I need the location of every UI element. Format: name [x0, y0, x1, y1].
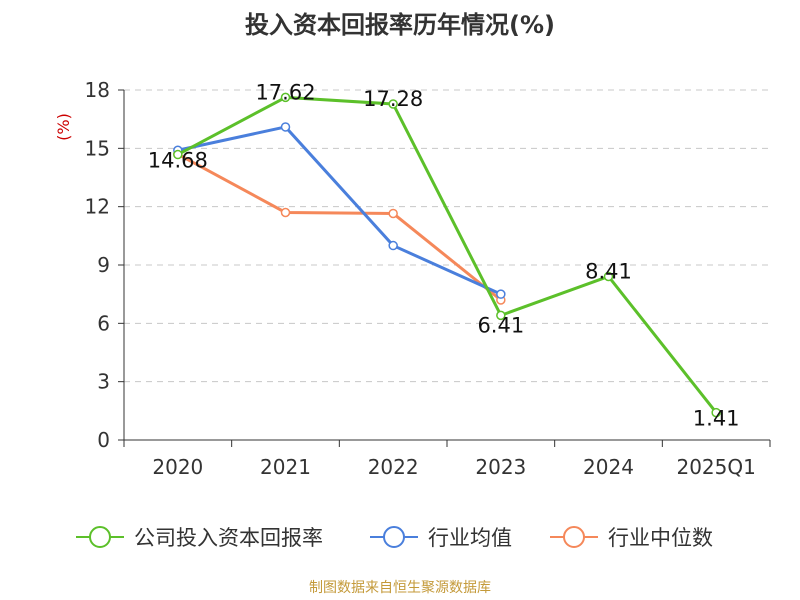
data-label: 17.62	[255, 80, 315, 104]
data-point	[280, 122, 291, 132]
legend-label: 行业中位数	[608, 526, 713, 550]
chart-title: 投入资本回报率历年情况(%)	[245, 11, 555, 39]
y-tick-label: 3	[97, 370, 110, 394]
x-tick-label: 2020	[152, 455, 203, 479]
y-tick-label: 9	[97, 253, 110, 277]
data-point	[388, 208, 398, 219]
y-axis-unit: (%)	[54, 113, 73, 141]
series-line	[177, 125, 502, 296]
data-point	[280, 92, 291, 103]
series-line	[177, 95, 718, 414]
data-label: 8.41	[585, 259, 632, 283]
grid-lines	[124, 89, 770, 383]
data-point	[603, 271, 614, 282]
data-label: 1.41	[693, 407, 740, 431]
x-tick-label: 2023	[475, 455, 526, 479]
data-point	[496, 289, 506, 299]
legend: 公司投入资本回报率 行业均值 行业中位数	[76, 526, 713, 550]
data-point	[173, 149, 183, 160]
data-point	[388, 99, 398, 109]
legend-swatch-marker	[563, 526, 585, 548]
y-tick-label: 15	[85, 136, 110, 160]
y-tick-label: 18	[85, 78, 110, 102]
data-label: 17.28	[363, 87, 423, 111]
x-tick-label: 2025Q1	[676, 455, 755, 479]
data-label: 6.41	[477, 313, 524, 337]
legend-label: 行业均值	[428, 526, 512, 550]
source-note: 制图数据来自恒生聚源数据库	[309, 580, 491, 596]
axes: 0 3 6 9 12 15 18 2020 2021 2022 2023 2024 2025Q1	[85, 78, 771, 479]
y-tick-label: 6	[97, 311, 110, 335]
data-point	[280, 207, 291, 218]
legend-swatch-marker	[89, 526, 111, 548]
legend-label: 公司投入资本回报率	[134, 526, 323, 550]
x-tick-label: 2021	[260, 455, 311, 479]
series-line	[177, 152, 502, 302]
legend-swatch-marker	[383, 526, 405, 548]
x-tick-label: 2022	[368, 455, 419, 479]
x-tick-label: 2024	[583, 455, 634, 479]
y-tick-label: 0	[97, 428, 110, 452]
y-tick-label: 12	[85, 195, 110, 219]
data-label: 14.68	[148, 149, 208, 173]
data-point	[388, 240, 398, 251]
data-point	[711, 407, 721, 418]
series-layer: 14.68 17.62 17.28 6.41 8.41 1.41	[148, 80, 740, 430]
data-point	[496, 310, 506, 321]
